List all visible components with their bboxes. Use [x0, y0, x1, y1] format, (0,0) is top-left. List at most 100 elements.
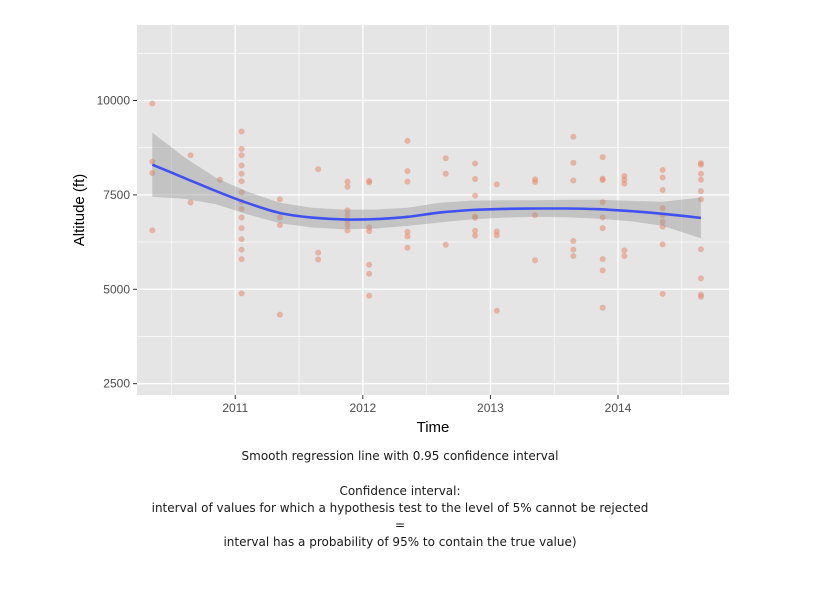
data-point — [659, 166, 666, 173]
data-point — [599, 154, 606, 161]
smooth-regression-line — [151, 163, 702, 221]
data-point — [621, 253, 628, 260]
data-point — [697, 196, 704, 203]
data-point — [697, 161, 704, 168]
caption-ci-interpretation: interval has a probability of 95% to con… — [223, 535, 577, 549]
y-tick-label: 10000 — [97, 94, 131, 108]
data-point — [344, 212, 351, 219]
data-point — [238, 189, 245, 196]
data-point — [366, 292, 373, 299]
data-point — [238, 225, 245, 232]
data-point — [659, 186, 666, 193]
y-axis: 2500 5000 7500 10000 — [97, 94, 137, 391]
caption-ci-definition: interval of values for which a hypothesi… — [151, 501, 649, 515]
data-point — [472, 192, 479, 199]
data-point — [442, 155, 449, 162]
x-tick-label: 2012 — [349, 401, 376, 415]
data-point — [366, 228, 373, 235]
data-point — [238, 236, 245, 243]
data-point — [344, 207, 351, 214]
data-point — [442, 170, 449, 177]
data-point — [404, 168, 411, 175]
data-point — [238, 246, 245, 253]
data-point — [697, 246, 704, 253]
y-tick-label: 2500 — [103, 377, 130, 391]
data-point — [697, 176, 704, 183]
data-point — [442, 241, 449, 248]
data-point — [238, 162, 245, 169]
data-point — [344, 227, 351, 234]
data-point — [276, 214, 283, 221]
data-point — [344, 222, 351, 229]
data-point — [659, 241, 666, 248]
data-point — [532, 179, 539, 186]
x-tick-label: 2011 — [222, 401, 248, 415]
data-point — [238, 178, 245, 185]
data-point — [315, 166, 322, 173]
data-point — [570, 133, 577, 140]
data-point — [570, 237, 577, 244]
data-point — [621, 180, 628, 187]
data-point — [404, 137, 411, 144]
major-gridlines — [137, 25, 729, 395]
data-point — [404, 233, 411, 240]
data-point — [149, 227, 156, 234]
data-point — [238, 170, 245, 177]
data-point — [149, 170, 156, 176]
data-point — [697, 188, 704, 195]
data-point — [315, 256, 322, 263]
data-point — [366, 270, 373, 277]
data-point — [599, 304, 606, 311]
y-tick-label: 5000 — [103, 282, 130, 296]
data-point — [659, 290, 666, 297]
data-point — [659, 205, 666, 212]
data-point — [599, 225, 606, 232]
data-point — [315, 249, 322, 256]
data-point — [472, 214, 479, 221]
data-point — [404, 228, 411, 235]
data-point — [570, 253, 577, 260]
data-point — [187, 152, 194, 159]
data-point — [570, 159, 577, 166]
caption-ci-heading: Confidence interval: — [339, 484, 461, 498]
data-point — [238, 205, 245, 212]
data-point — [149, 158, 156, 165]
confidence-ribbon — [152, 132, 701, 239]
data-point — [472, 160, 479, 167]
data-point — [344, 183, 351, 190]
data-point — [404, 178, 411, 185]
data-point — [472, 227, 479, 234]
x-axis-title: Time — [417, 419, 450, 436]
data-point — [599, 199, 606, 206]
data-point — [570, 246, 577, 253]
data-point — [621, 247, 628, 254]
y-tick-label: 7500 — [103, 188, 130, 202]
data-point — [216, 176, 223, 183]
x-tick-label: 2013 — [477, 401, 504, 415]
data-point — [276, 222, 283, 229]
data-point — [238, 128, 245, 135]
data-point — [493, 232, 500, 239]
data-point — [366, 261, 373, 268]
data-point — [599, 214, 606, 221]
data-point — [238, 256, 245, 263]
data-point — [697, 275, 704, 282]
data-point — [276, 311, 283, 318]
data-point — [532, 257, 539, 264]
data-point — [599, 256, 606, 263]
data-point — [472, 232, 479, 239]
data-point — [599, 177, 606, 184]
data-point — [570, 177, 577, 184]
data-point — [187, 199, 194, 206]
data-point — [149, 100, 156, 107]
data-point — [659, 174, 666, 181]
data-point — [532, 212, 539, 219]
data-point — [472, 176, 479, 183]
x-tick-label: 2014 — [605, 401, 632, 415]
data-point — [238, 152, 245, 159]
data-point — [697, 170, 704, 177]
data-point — [697, 293, 704, 300]
data-point — [238, 290, 245, 297]
data-point — [404, 244, 411, 251]
